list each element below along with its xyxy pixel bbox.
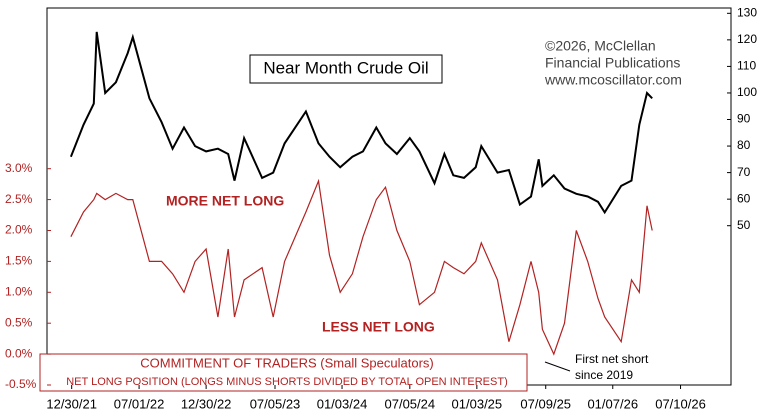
x-tick-label: 01/03/25 — [452, 396, 503, 411]
chart-title: Near Month Crude Oil — [263, 58, 428, 77]
annotation: MORE NET LONG — [166, 193, 284, 209]
x-tick-label: 01/07/26 — [587, 396, 638, 411]
y-tick-label: 0.5% — [5, 315, 33, 329]
x-tick-label: 07/09/25 — [520, 396, 571, 411]
x-tick-label: 01/03/24 — [317, 396, 368, 411]
annotation: COMMITMENT OF TRADERS (Small Speculators… — [140, 355, 434, 370]
y-tick-label: 1.5% — [5, 254, 33, 268]
x-tick-label: 12/30/22 — [181, 396, 232, 411]
y2-tick-label: 70 — [737, 165, 751, 179]
y2-tick-label: 110 — [737, 59, 756, 73]
y2-tick-label: 130 — [737, 5, 757, 19]
x-tick-label: 07/01/22 — [114, 396, 165, 411]
x-tick-label: 07/05/23 — [250, 396, 301, 411]
credit: www.mcoscillator.com — [544, 72, 682, 88]
y-tick-label: 2.5% — [5, 192, 33, 206]
x-tick-label: 12/30/21 — [46, 396, 97, 411]
data-line — [70, 178, 653, 356]
x-tick-label: 07/05/24 — [385, 396, 436, 411]
y2-tick-label: 80 — [737, 138, 751, 152]
y2-tick-label: 60 — [737, 191, 751, 205]
y-tick-label: 2.0% — [5, 223, 33, 237]
y2-tick-label: 100 — [737, 85, 757, 99]
annotation: First net short — [575, 352, 649, 366]
credit: ©2026, McClellan — [545, 38, 656, 54]
y2-tick-label: 90 — [737, 112, 751, 126]
x-tick-label: 07/10/26 — [655, 396, 706, 411]
y-tick-label: -0.5% — [5, 377, 37, 391]
annotation: LESS NET LONG — [322, 319, 435, 335]
arrow — [544, 361, 571, 372]
y-tick-label: 0.0% — [5, 346, 33, 360]
annotation: NET LONG POSITION (LONGS MINUS SHORTS DI… — [66, 376, 508, 388]
annotation: since 2019 — [575, 368, 633, 382]
y-tick-label: 1.0% — [5, 284, 33, 298]
credit: Financial Publications — [545, 55, 680, 71]
y2-tick-label: 50 — [737, 218, 751, 232]
title-box — [249, 54, 443, 84]
y2-tick-label: 120 — [737, 32, 757, 46]
data-line — [69, 31, 653, 215]
cot-box — [39, 353, 528, 392]
y-tick-label: 3.0% — [5, 161, 33, 175]
